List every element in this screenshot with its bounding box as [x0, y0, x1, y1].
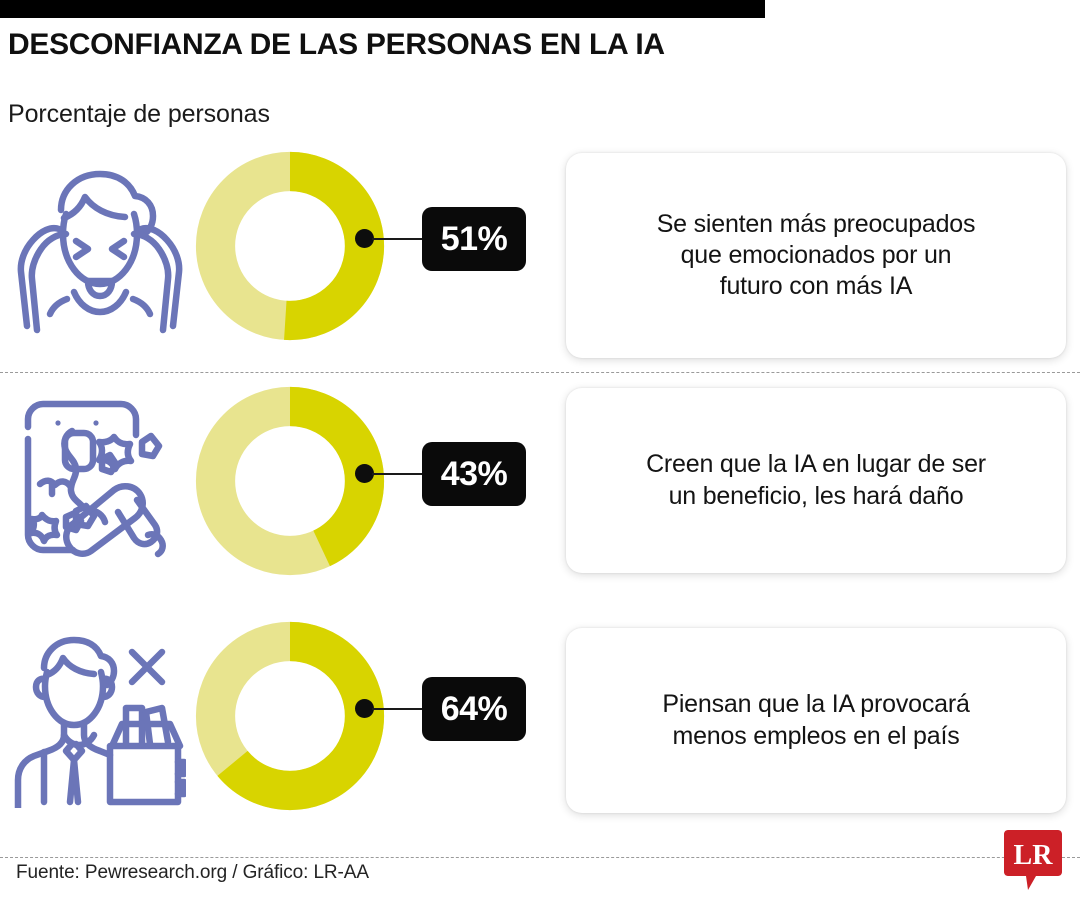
statement-line: que emocionados por un: [680, 240, 952, 269]
page-subtitle: Porcentaje de personas: [8, 100, 270, 128]
statement-line: un beneficio, les hará daño: [668, 481, 964, 510]
top-rule: [0, 0, 765, 18]
source-credit: Fuente: Pewresearch.org / Gráfico: LR-AA: [16, 862, 369, 883]
percentage-badge: 43%: [422, 442, 526, 506]
lr-logo: LR: [1002, 828, 1064, 892]
row-divider: [0, 857, 1080, 858]
connector-line: [372, 473, 424, 475]
statement-card: Creen que la IA en lugar de ser un benef…: [566, 388, 1066, 573]
statement-line: menos empleos en el país: [672, 721, 960, 750]
connector-dot: [355, 699, 374, 718]
statement-line: Piensan que la IA provocará: [662, 690, 970, 719]
connector-dot: [355, 464, 374, 483]
row-divider: [0, 372, 1080, 373]
connector-dot: [355, 229, 374, 248]
statement-line: Creen que la IA en lugar de ser: [646, 450, 986, 479]
statement-text: Piensan que la IA provocará menos empleo…: [662, 689, 970, 752]
statement-text: Creen que la IA en lugar de ser un benef…: [646, 449, 986, 512]
statement-card: Se sienten más preocupados que emocionad…: [566, 153, 1066, 358]
statement-text: Se sienten más preocupados que emocionad…: [657, 209, 976, 303]
stat-row: 43% Creen que la IA en lugar de ser un b…: [0, 375, 1080, 858]
connector-line: [372, 708, 424, 710]
lr-logo-text: LR: [1014, 840, 1054, 871]
stat-row: 51% Se sienten más preocupados que emoci…: [0, 140, 1080, 375]
percentage-badge: 51%: [422, 207, 526, 271]
percentage-badge: 64%: [422, 677, 526, 741]
statement-line: futuro con más IA: [719, 272, 913, 301]
stressed-person-icon: [14, 152, 186, 338]
broken-screen-bat-icon: [14, 387, 186, 573]
statement-line: Se sienten más preocupados: [656, 209, 976, 238]
statement-card: Piensan que la IA provocará menos empleo…: [566, 628, 1066, 813]
page-title: DESCONFIANZA DE LAS PERSONAS EN LA IA: [8, 28, 665, 61]
stat-row: 64% Piensan que la IA provocará menos em…: [0, 610, 1080, 845]
connector-line: [372, 238, 424, 240]
laid-off-worker-icon: [14, 622, 186, 808]
rows-container: 51% Se sienten más preocupados que emoci…: [0, 140, 1080, 858]
